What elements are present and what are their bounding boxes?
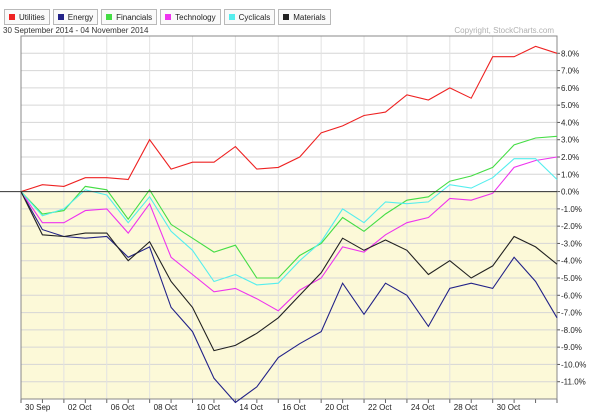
series-line-utilities	[20, 45, 558, 193]
series-line-cyclicals	[20, 158, 558, 286]
y-tick-label: 5.0%	[561, 101, 579, 110]
plot-background-positive	[21, 36, 557, 192]
legend-item[interactable]: Energy	[52, 9, 99, 25]
legend-swatch	[228, 14, 235, 20]
y-tick-label: -11.0%	[561, 378, 586, 387]
y-tick-label: -8.0%	[561, 326, 582, 335]
copyright-label: Copyright, StockCharts.com	[454, 26, 554, 35]
legend-swatch	[106, 14, 113, 20]
y-tick-label: -4.0%	[561, 257, 582, 266]
x-tick-label: 24 Oct	[411, 403, 435, 412]
series-line-energy	[20, 191, 558, 404]
y-tick-label: 6.0%	[561, 84, 579, 93]
x-tick-label: 08 Oct	[154, 403, 178, 412]
y-tick-label: 8.0%	[561, 49, 579, 58]
series-line-materials	[20, 191, 558, 352]
y-tick-label: 4.0%	[561, 118, 579, 127]
y-tick-label: -5.0%	[561, 274, 582, 283]
legend-swatch	[283, 14, 290, 20]
y-tick-label: 3.0%	[561, 136, 579, 145]
y-tick-label: -1.0%	[561, 205, 582, 214]
date-range-label: 30 September 2014 - 04 November 2014	[3, 26, 149, 35]
x-tick-label: 16 Oct	[282, 403, 306, 412]
y-tick-label: -6.0%	[561, 291, 582, 300]
y-tick-label: -7.0%	[561, 309, 582, 318]
legend-swatch	[57, 14, 64, 20]
y-tick-label: -3.0%	[561, 239, 582, 248]
plot-frame	[20, 35, 558, 400]
x-tick-label: 20 Oct	[325, 403, 349, 412]
x-tick-label: 22 Oct	[368, 403, 392, 412]
x-tick-label: 10 Oct	[197, 403, 221, 412]
series-line-technology	[20, 156, 558, 312]
x-tick-label: 30 Oct	[497, 403, 521, 412]
series-line-financials	[20, 135, 558, 279]
legend-label: Technology	[175, 12, 216, 22]
legend-item[interactable]: Utilities	[4, 9, 50, 25]
y-tick-label: -10.0%	[561, 360, 586, 369]
chart-legend: Utilities Energy Financials Technology Cycli…	[4, 9, 334, 25]
y-tick-label: 7.0%	[561, 67, 579, 76]
legend-label: Cyclicals	[238, 12, 271, 22]
legend-label: Materials	[293, 12, 326, 22]
y-tick-label: 1.0%	[561, 170, 579, 179]
x-tick-label: 14 Oct	[239, 403, 263, 412]
legend-item[interactable]: Cyclicals	[223, 9, 276, 25]
legend-label: Financials	[116, 12, 153, 22]
y-tick-label: -9.0%	[561, 343, 582, 352]
legend-label: Energy	[67, 12, 94, 22]
y-tick-label: -2.0%	[561, 222, 582, 231]
x-tick-label: 06 Oct	[111, 403, 135, 412]
x-tick-label: 30 Sep	[25, 403, 51, 412]
legend-item[interactable]: Financials	[101, 9, 158, 25]
legend-item[interactable]: Materials	[278, 9, 331, 25]
legend-item[interactable]: Technology	[160, 9, 221, 25]
legend-label: Utilities	[19, 12, 45, 22]
x-tick-label: 02 Oct	[68, 403, 92, 412]
y-tick-label: 2.0%	[561, 153, 579, 162]
x-tick-label: 28 Oct	[454, 403, 478, 412]
y-tick-label: 0.0%	[561, 188, 579, 197]
legend-swatch	[9, 14, 15, 20]
legend-swatch	[165, 14, 172, 20]
